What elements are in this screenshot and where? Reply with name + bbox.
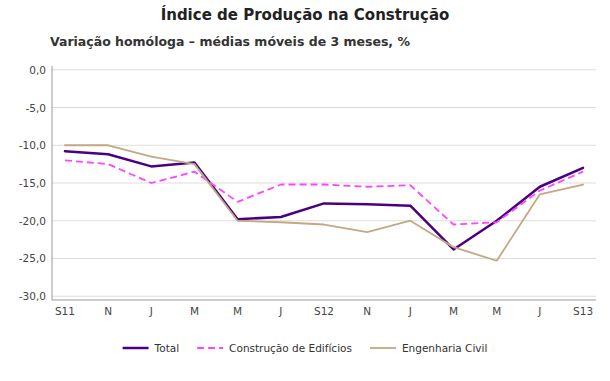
- legend: Total Construção de Edifícios Engenharia C…: [123, 342, 488, 354]
- grid-line: [52, 69, 596, 70]
- grid-line: [52, 183, 596, 184]
- x-tick-label: M: [233, 305, 242, 317]
- x-tick-label: J: [278, 305, 282, 317]
- chart: Índice de Produção na Construção Variação…: [0, 0, 610, 381]
- legend-item: Total: [123, 342, 180, 354]
- series-line: [65, 151, 583, 249]
- chart-container: Índice de Produção na Construção Variação…: [0, 0, 610, 381]
- legend-swatch: [197, 347, 223, 349]
- x-tick-label: S11: [55, 305, 75, 317]
- y-tick-label: -30,0: [19, 290, 46, 302]
- y-tick-label: -15,0: [19, 177, 46, 189]
- y-tick-label: -5,0: [26, 102, 47, 114]
- x-tick-label: M: [190, 305, 199, 317]
- x-tick-label: J: [408, 305, 412, 317]
- grid-line: [52, 220, 596, 221]
- grid-line: [52, 107, 596, 108]
- legend-swatch: [370, 347, 396, 349]
- y-tick-label: -25,0: [19, 252, 46, 264]
- title: Índice de Produção na Construção: [161, 5, 450, 24]
- legend-label: Engenharia Civil: [402, 342, 487, 354]
- series-line: [65, 145, 583, 260]
- legend-item: Engenharia Civil: [370, 342, 487, 354]
- x-tick-label: S12: [314, 305, 334, 317]
- x-tick-label: M: [492, 305, 501, 317]
- subtitle: Variação homóloga – médias móveis de 3 m…: [50, 34, 410, 49]
- grid: [52, 70, 596, 296]
- series-line: [65, 160, 583, 224]
- grid-line: [52, 145, 596, 146]
- legend-item: Construção de Edifícios: [197, 342, 352, 354]
- grid-line: [52, 258, 596, 259]
- x-tick-label: S13: [573, 305, 593, 317]
- y-axis-line: [52, 66, 53, 300]
- grid-line: [52, 296, 596, 297]
- y-tick-label: -10,0: [19, 139, 46, 151]
- lines: [65, 145, 583, 260]
- x-tick-label: M: [449, 305, 458, 317]
- x-tick-label: N: [104, 305, 112, 317]
- x-tick-label: J: [149, 305, 153, 317]
- x-tick-label: J: [537, 305, 541, 317]
- y-tick-label: -20,0: [19, 215, 46, 227]
- legend-label: Total: [154, 342, 180, 354]
- x-tick-label: N: [363, 305, 371, 317]
- y-tick-label: 0,0: [29, 64, 46, 76]
- legend-swatch: [123, 347, 149, 350]
- legend-label: Construção de Edifícios: [229, 342, 352, 354]
- x-axis-line: [52, 300, 596, 301]
